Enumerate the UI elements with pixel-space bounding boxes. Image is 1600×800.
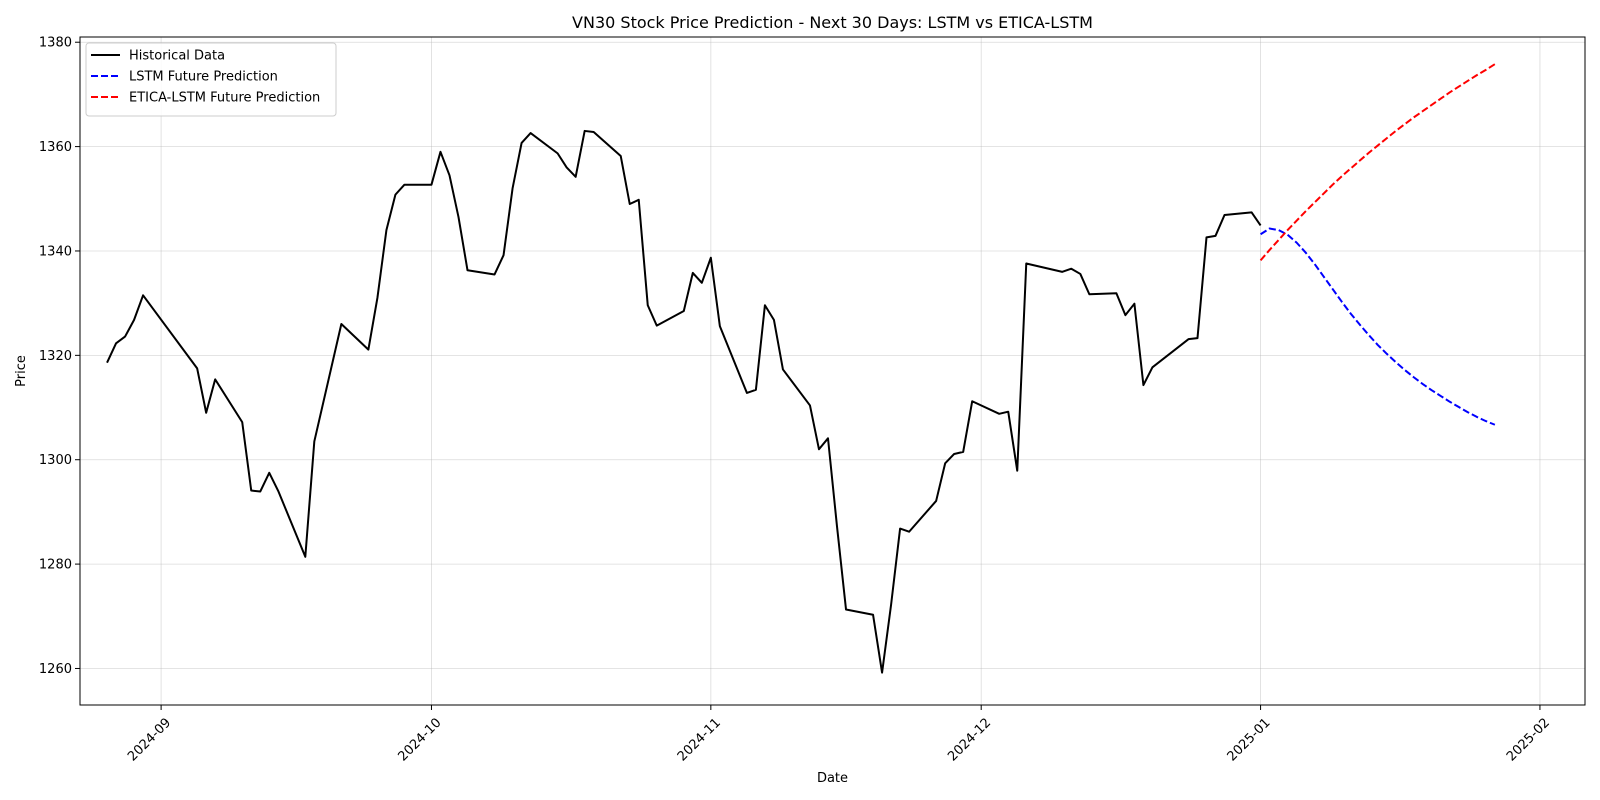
- series-lines: [106, 63, 1496, 674]
- legend: Historical Data LSTM Future Prediction ETI…: [85, 42, 337, 117]
- y-tick-label: 1380: [39, 36, 72, 51]
- y-tick-label: 1280: [39, 558, 72, 573]
- grid-lines: [80, 37, 1585, 705]
- legend-label-1: LSTM Future Prediction: [129, 70, 278, 85]
- series-line-1: [1260, 227, 1496, 426]
- y-axis-title: Price: [14, 355, 29, 387]
- legend-label-2: ETICA-LSTM Future Prediction: [129, 91, 320, 106]
- y-tick-label: 1340: [39, 244, 72, 259]
- y-tick-label: 1320: [39, 349, 72, 364]
- plot-area-frame: [79, 36, 1586, 706]
- y-tick-label: 1300: [39, 453, 72, 468]
- series-line-2: [1259, 63, 1496, 262]
- chart-title: VN30 Stock Price Prediction - Next 30 Da…: [572, 13, 1093, 32]
- legend-box: [85, 42, 337, 117]
- y-tick-label: 1260: [39, 662, 72, 677]
- y-tick-label: 1360: [39, 140, 72, 155]
- x-axis-title: Date: [817, 771, 848, 786]
- legend-label-0: Historical Data: [129, 49, 225, 64]
- series-line-0: [106, 129, 1262, 674]
